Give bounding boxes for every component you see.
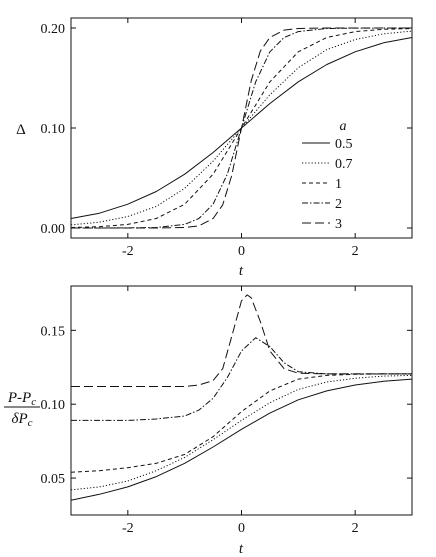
pressure-series-line-4 bbox=[71, 337, 412, 421]
pressure-x-axis-label: t bbox=[239, 541, 244, 557]
legend-label-1: 0.5 bbox=[335, 137, 353, 152]
pressure-x-tick-label: 0 bbox=[238, 521, 245, 536]
pressure-x-tick-label: -2 bbox=[122, 521, 134, 536]
pressure-series-group bbox=[70, 294, 413, 501]
legend-label-3: 1 bbox=[335, 177, 342, 192]
pressure-axis-ticks: -2 0 2 0.05 0.10 0.15 bbox=[41, 286, 412, 536]
pressure-series-line-3 bbox=[70, 373, 412, 473]
legend-title: a bbox=[340, 119, 347, 134]
delta-x-axis-label: t bbox=[239, 263, 244, 279]
delta-x-tick-label: 2 bbox=[352, 244, 359, 259]
pressure-series-line-2 bbox=[70, 374, 413, 491]
delta-x-tick-label: 0 bbox=[238, 244, 245, 259]
delta-y-axis-label: Δ bbox=[16, 122, 26, 138]
delta-legend: a 0.5 0.7 1 2 3 bbox=[302, 119, 353, 232]
pressure-series-line-1 bbox=[70, 378, 413, 501]
pressure-y-tick-label: 0.15 bbox=[41, 324, 66, 339]
pressure-y-axis-label: P-Pc δPc bbox=[4, 390, 40, 429]
delta-y-tick-label: 0.00 bbox=[41, 222, 66, 237]
delta-series-group bbox=[70, 27, 413, 229]
y-label-numerator: P-Pc bbox=[7, 390, 36, 408]
legend-label-2: 0.7 bbox=[335, 157, 353, 172]
y-label-denominator: δPc bbox=[11, 411, 32, 429]
pressure-plot-frame bbox=[70, 285, 413, 516]
pressure-y-tick-label: 0.10 bbox=[41, 398, 66, 413]
delta-series-line-5 bbox=[71, 27, 412, 229]
pressure-series-line-5 bbox=[71, 294, 412, 387]
delta-y-tick-label: 0.10 bbox=[41, 122, 66, 137]
legend-label-5: 3 bbox=[335, 217, 342, 232]
pressure-x-tick-label: 2 bbox=[352, 521, 359, 536]
pressure-chart: -2 0 2 0.05 0.10 0.15 t P-Pc δPc bbox=[4, 285, 413, 557]
delta-y-tick-label: 0.20 bbox=[41, 22, 66, 37]
delta-x-tick-label: -2 bbox=[122, 244, 134, 259]
legend-label-4: 2 bbox=[335, 197, 342, 212]
pressure-y-tick-label: 0.05 bbox=[41, 472, 66, 487]
delta-axis-ticks: -2 0 2 0.00 0.10 0.20 bbox=[41, 18, 412, 259]
